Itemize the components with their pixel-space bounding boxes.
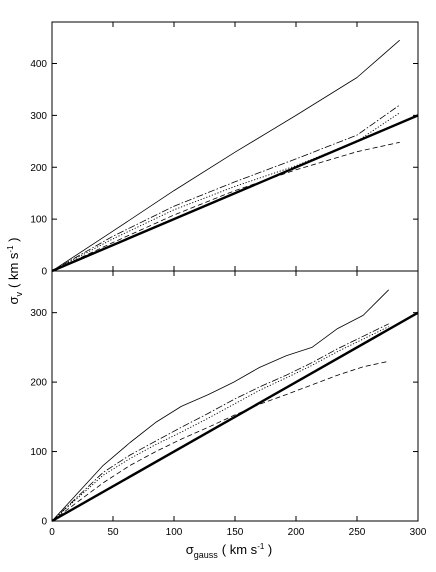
x-axis-label-close: ): [264, 542, 272, 557]
series-line-thin-solid: [51, 39, 400, 272]
y-tick-label: 100: [30, 215, 47, 226]
x-tick-label: 250: [349, 527, 366, 538]
series-line-dotted: [51, 112, 400, 272]
x-axis-label: σgauss( km s-1 ): [186, 542, 273, 560]
plot-frame: [51, 21, 419, 272]
y-axis-label: σv ( km s-1 ): [6, 238, 24, 305]
x-tick-label: 100: [166, 527, 183, 538]
y-tick-label: 0: [41, 517, 47, 528]
series-line-thin-solid: [51, 289, 389, 522]
x-axis-label-unit: ( km s: [222, 542, 258, 557]
series-line-dotted: [51, 326, 389, 522]
y-tick-label: 100: [30, 447, 47, 458]
plot-frame: [51, 270, 419, 522]
x-tick-label: 150: [227, 527, 244, 538]
y-axis-label-exp: -1: [6, 245, 15, 253]
y-axis-label-unit: ( km s: [6, 252, 21, 288]
y-axis-label-close: ): [6, 238, 21, 246]
series-line-dashed: [51, 141, 400, 272]
x-tick-label: 50: [107, 527, 119, 538]
top-panel: 0 100 200 300 400: [30, 21, 419, 278]
series-line-dash-dot: [51, 323, 389, 522]
x-axis-label-sub: gauss: [194, 550, 219, 560]
x-tick-label: 0: [49, 527, 55, 538]
y-tick-label: 300: [30, 308, 47, 319]
series-line-dashed: [51, 360, 389, 522]
x-tick-label: 300: [410, 527, 427, 538]
y-axis-label-sub: v: [14, 291, 24, 296]
series-line-thick-solid: [51, 114, 419, 273]
y-tick-label: 200: [30, 378, 47, 389]
x-tick-label: 200: [288, 527, 305, 538]
x-axis-label-main: σ: [186, 542, 194, 557]
series-line-thick-solid: [51, 311, 419, 523]
y-tick-label: 300: [30, 111, 47, 122]
series-line-dash-dot: [51, 104, 400, 272]
x-axis-label-exp: -1: [257, 542, 265, 551]
y-tick-label: 0: [41, 267, 47, 278]
y-tick-label: 400: [30, 59, 47, 70]
bottom-panel: 0 50 100 150 200 250 300 0 100 200 300: [30, 270, 427, 538]
y-axis-label-main: σ: [6, 296, 21, 304]
y-tick-label: 200: [30, 163, 47, 174]
